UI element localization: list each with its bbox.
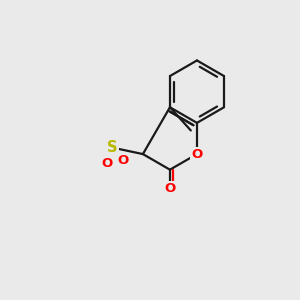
Text: O: O [164,182,175,195]
Text: S: S [107,140,118,155]
Text: O: O [191,148,203,160]
Text: O: O [118,154,129,167]
Text: O: O [101,157,112,170]
